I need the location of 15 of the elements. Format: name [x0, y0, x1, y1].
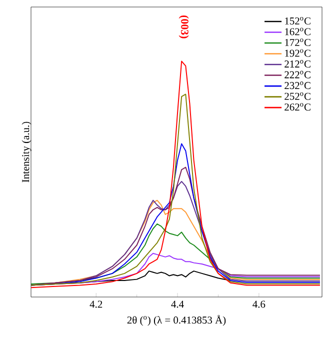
- x-axis-title: 2θ ($^{o}$) (λ = 0.413853 Å): [127, 314, 226, 326]
- legend-label: 172$^{o}$C: [285, 38, 310, 46]
- x-tick-label: 4.4: [171, 300, 184, 308]
- legend-label: 262$^{o}$C: [284, 103, 310, 111]
- legend-label: 212$^{o}$C: [284, 60, 310, 68]
- text: (003): [178, 16, 189, 38]
- y-axis-title: Intensity (a.u.): [22, 122, 32, 182]
- x-tick-label: 4.6: [252, 300, 266, 308]
- legend-label: 192$^{o}$C: [285, 49, 310, 57]
- legend-label: 232$^{o}$C: [284, 82, 310, 90]
- x-tick-label: 4.2: [90, 300, 102, 308]
- legend-label: 252$^{o}$C: [284, 92, 310, 100]
- legend-label: 162$^{o}$C: [285, 28, 310, 36]
- legend-label: 222$^{o}$C: [284, 70, 310, 78]
- legend-label: 152$^{o}$C: [285, 16, 310, 24]
